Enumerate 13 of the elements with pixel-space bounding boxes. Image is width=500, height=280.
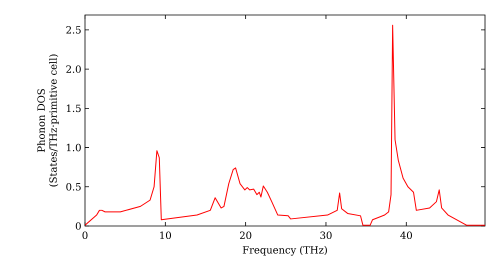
x-tick-label: 40 (400, 232, 412, 240)
x-tick-label: 30 (320, 232, 332, 240)
y-tick-label: 1.5 (66, 104, 81, 112)
x-tick-label: 10 (160, 232, 172, 240)
y-tick-label: 1.0 (66, 144, 81, 152)
x-tick-label: 0 (82, 232, 88, 240)
y-tick-label: 2.0 (66, 65, 81, 73)
x-tick-label: 20 (240, 232, 252, 240)
x-axis-title: Frequency (THz) (242, 246, 327, 256)
y-tick-label: 2.5 (66, 26, 81, 34)
y-axis-title: Phonon DOS (States/THz·primitive cell) (37, 54, 59, 186)
y-tick-label: 0.5 (66, 183, 81, 191)
y-tick-label: 0 (76, 222, 81, 230)
